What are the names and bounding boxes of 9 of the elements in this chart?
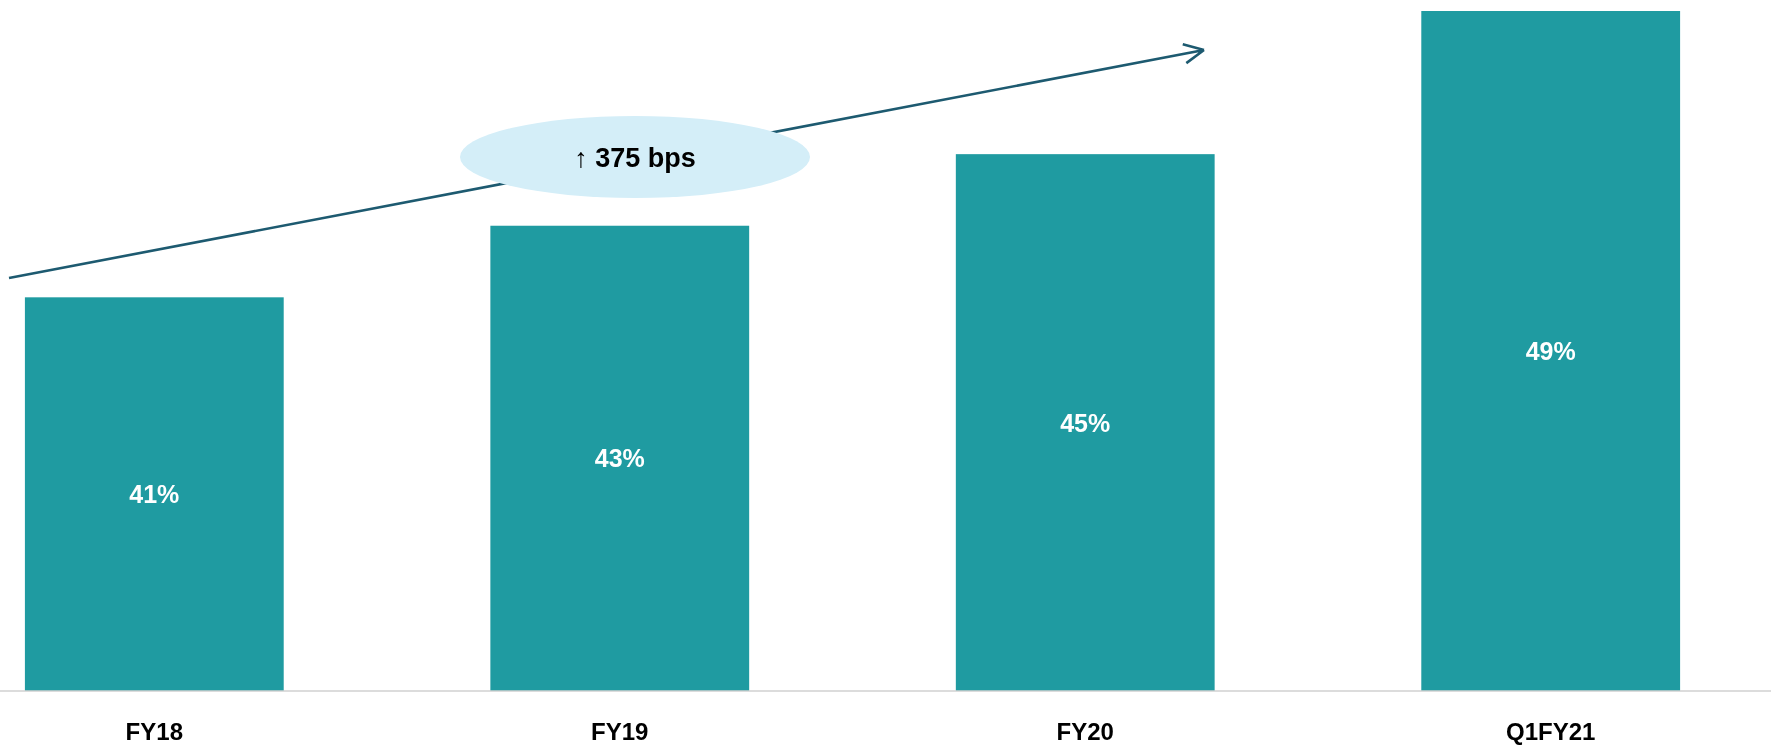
- x-tick-label: FY20: [1056, 718, 1114, 745]
- annotation: ↑ 375 bps: [574, 143, 696, 173]
- data-label: 43%: [594, 444, 645, 473]
- x-tick-label: FY19: [591, 718, 649, 745]
- data-label: 45%: [1060, 408, 1111, 437]
- data-label: 41%: [129, 480, 180, 509]
- x-tick-label: FY18: [125, 718, 183, 745]
- data-label: 49%: [1525, 337, 1576, 365]
- x-tick-label: Q1FY21: [1506, 718, 1596, 745]
